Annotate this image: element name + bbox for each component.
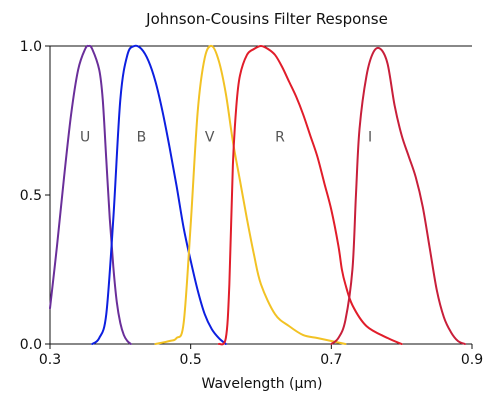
band-label-b: B bbox=[137, 129, 147, 145]
y-ticks: 0.0 0.5 1.0 bbox=[20, 39, 50, 353]
y-tick-label: 0.5 bbox=[20, 188, 42, 204]
x-ticks: 0.3 0.5 0.7 0.9 bbox=[39, 344, 483, 368]
x-axis-label: Wavelength (µm) bbox=[202, 376, 323, 392]
x-tick-label: 0.9 bbox=[461, 352, 483, 368]
band-label-u: U bbox=[80, 129, 90, 145]
y-tick-label: 0.0 bbox=[20, 337, 42, 353]
band-label-i: I bbox=[368, 129, 372, 145]
y-tick-label: 1.0 bbox=[20, 39, 42, 55]
chart-title: Johnson-Cousins Filter Response bbox=[145, 10, 388, 28]
filter-curves bbox=[49, 44, 466, 346]
band-label-v: V bbox=[205, 129, 215, 145]
curve-b-band bbox=[91, 44, 227, 345]
curve-v-band bbox=[154, 44, 347, 345]
axes bbox=[49, 45, 472, 345]
band-label-r: R bbox=[275, 129, 285, 145]
curve-u-band bbox=[49, 44, 132, 345]
x-tick-label: 0.5 bbox=[180, 352, 202, 368]
x-tick-label: 0.3 bbox=[39, 352, 61, 368]
curve-r-band bbox=[217, 45, 403, 346]
x-tick-label: 0.7 bbox=[320, 352, 342, 368]
curve-i-band bbox=[330, 46, 466, 345]
